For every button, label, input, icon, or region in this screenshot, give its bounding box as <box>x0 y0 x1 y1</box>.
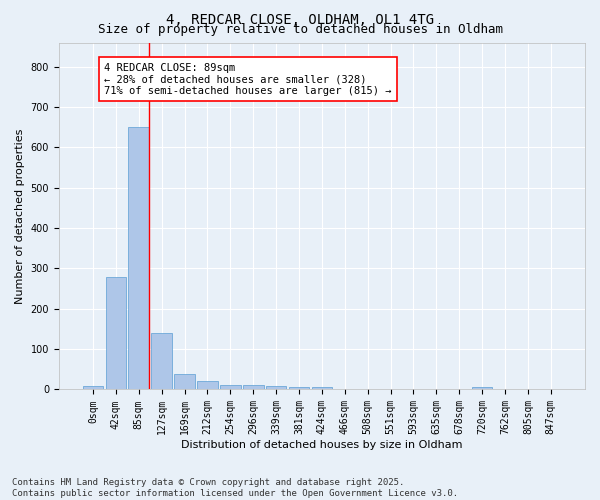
Bar <box>151 332 172 390</box>
Text: Contains HM Land Registry data © Crown copyright and database right 2025.
Contai: Contains HM Land Registry data © Crown c… <box>12 478 458 498</box>
X-axis label: Distribution of detached houses by size in Oldham: Distribution of detached houses by size … <box>181 440 463 450</box>
Y-axis label: Number of detached properties: Number of detached properties <box>15 128 25 304</box>
Bar <box>128 127 149 390</box>
Bar <box>289 386 309 390</box>
Bar <box>197 382 218 390</box>
Bar <box>311 388 332 390</box>
Bar <box>174 374 195 390</box>
Bar <box>83 386 103 390</box>
Bar <box>106 278 126 390</box>
Bar <box>266 386 286 390</box>
Bar <box>243 386 263 390</box>
Text: 4 REDCAR CLOSE: 89sqm
← 28% of detached houses are smaller (328)
71% of semi-det: 4 REDCAR CLOSE: 89sqm ← 28% of detached … <box>104 62 392 96</box>
Text: Size of property relative to detached houses in Oldham: Size of property relative to detached ho… <box>97 22 503 36</box>
Text: 4, REDCAR CLOSE, OLDHAM, OL1 4TG: 4, REDCAR CLOSE, OLDHAM, OL1 4TG <box>166 12 434 26</box>
Bar <box>472 388 493 390</box>
Bar <box>220 384 241 390</box>
